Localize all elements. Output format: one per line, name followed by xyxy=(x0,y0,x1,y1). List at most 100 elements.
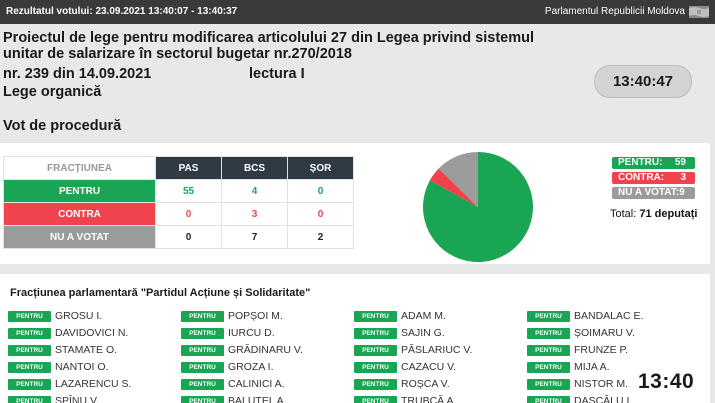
list-item: PENTRU ADAM M. xyxy=(354,310,446,322)
vote-badge: PENTRU xyxy=(8,395,51,403)
list-item: PENTRU ROȘCA V. xyxy=(354,378,450,390)
deputy-name: DAVIDOVICI N. xyxy=(55,327,129,340)
table-cell: 55 xyxy=(155,179,222,203)
vote-badge: PENTRU xyxy=(527,378,570,390)
list-item: PENTRU DAVIDOVICI N. xyxy=(8,327,128,339)
vote-badge: PENTRU xyxy=(8,310,51,322)
deputy-name: STAMATE O. xyxy=(55,344,118,357)
vote-badge: PENTRU xyxy=(8,378,51,390)
list-item: PENTRU TRUBCĂ A. xyxy=(354,395,456,403)
vote-badge: PENTRU xyxy=(527,344,570,356)
bill-number: nr. 239 din 14.09.2021 xyxy=(3,66,152,82)
pie-slice-contra xyxy=(429,168,478,207)
vote-badge: PENTRU xyxy=(181,378,224,390)
top-bar: Rezultatul votului: 23.09.2021 13:40:07 … xyxy=(0,0,715,24)
list-item: PENTRU IURCU D. xyxy=(181,327,275,339)
vote-badge: PENTRU xyxy=(181,395,224,403)
table-cell: 7 xyxy=(221,225,288,249)
legend-pentru: PENTRU: 59 xyxy=(612,157,695,169)
total-label: Total: xyxy=(610,208,637,220)
vote-badge: PENTRU xyxy=(527,361,570,373)
deputy-name: ȘOIMARU V. xyxy=(574,327,635,340)
legend-pentru-value: 59 xyxy=(674,157,686,168)
list-item: PENTRU DASCĂLU I. xyxy=(527,395,632,403)
legend-contra: CONTRA: 3 xyxy=(612,172,695,184)
legend-contra-value: 3 xyxy=(680,172,686,183)
vote-pie-chart xyxy=(423,152,533,262)
bill-meta: nr. 239 din 14.09.2021 lectura I xyxy=(3,66,305,82)
deputy-name: GROSU I. xyxy=(55,310,103,323)
row-label-contra: CONTRA xyxy=(3,202,156,226)
legend-nu-a-votat-value: 9 xyxy=(679,187,685,198)
current-time-clock: 13:40:47 xyxy=(594,65,692,98)
vote-badge: PENTRU xyxy=(181,310,224,322)
list-item: PENTRU POPȘOI M. xyxy=(181,310,283,322)
vote-section-title: Vot de procedură xyxy=(3,118,122,134)
deputy-name: NANTOI O. xyxy=(55,361,109,374)
vote-results-timestamp: Rezultatul votului: 23.09.2021 13:40:07 … xyxy=(6,6,238,17)
vote-legend: PENTRU: 59 CONTRA: 3 NU A VOTAT:9 Total:… xyxy=(610,157,697,220)
deputy-name: FRUNZE P. xyxy=(574,344,629,357)
column-header-sor: ȘOR xyxy=(287,156,354,180)
table-cell: 0 xyxy=(155,202,222,226)
deputy-name: CALINICI A. xyxy=(228,378,285,391)
deputy-name: NISTOR M. xyxy=(574,378,629,391)
vote-badge: PENTRU xyxy=(527,395,570,403)
vote-badge: PENTRU xyxy=(354,327,397,339)
vote-badge: PENTRU xyxy=(527,310,570,322)
list-item: PENTRU NISTOR M. xyxy=(527,378,628,390)
vote-badge: PENTRU xyxy=(354,361,397,373)
list-item: PENTRU CAZACU V. xyxy=(354,361,456,373)
list-item: PENTRU ȘOIMARU V. xyxy=(527,327,635,339)
list-item: PENTRU GROZA I. xyxy=(181,361,274,373)
table-cell: 3 xyxy=(221,202,288,226)
list-item: PENTRU SPÎNU V. xyxy=(8,395,99,403)
bill-reading: lectura I xyxy=(249,66,305,82)
table-cell: 2 xyxy=(287,225,354,249)
legend-nu-a-votat-label: NU A VOTAT: xyxy=(618,187,680,198)
list-item: PENTRU CALINICI A. xyxy=(181,378,285,390)
table-row: CONTRA 0 3 0 xyxy=(3,202,354,226)
list-item: PENTRU PĂSLARIUC V. xyxy=(354,344,472,356)
deputy-name: GRĂDINARU V. xyxy=(228,344,303,357)
vote-badge: PENTRU xyxy=(354,395,397,403)
list-item: PENTRU LAZARENCU S. xyxy=(8,378,131,390)
vote-badge: PENTRU xyxy=(181,361,224,373)
deputy-name: ADAM M. xyxy=(401,310,446,323)
vote-badge: PENTRU xyxy=(8,327,51,339)
faction-vote-table: FRACȚIUNEA PAS BCS ȘOR PENTRU 55 4 0 CON… xyxy=(3,156,354,249)
vote-results-panel: FRACȚIUNEA PAS BCS ȘOR PENTRU 55 4 0 CON… xyxy=(0,143,710,264)
legend-contra-label: CONTRA: xyxy=(618,172,665,183)
vote-badge: PENTRU xyxy=(527,327,570,339)
total-deputies: Total: 71 deputați xyxy=(610,208,697,220)
legend-nu-a-votat: NU A VOTAT:9 xyxy=(612,187,695,199)
deputy-name: MIJA A. xyxy=(574,361,610,374)
deputy-name: SPÎNU V. xyxy=(55,395,99,403)
table-row: NU A VOTAT 0 7 2 xyxy=(3,225,354,249)
deputy-name: CAZACU V. xyxy=(401,361,457,374)
list-item: PENTRU GROSU I. xyxy=(8,310,102,322)
vote-badge: PENTRU xyxy=(354,378,397,390)
bill-title: Proiectul de lege pentru modificarea art… xyxy=(3,30,534,62)
table-cell: 0 xyxy=(155,225,222,249)
vote-badge: PENTRU xyxy=(181,327,224,339)
legend-pentru-label: PENTRU: xyxy=(618,157,663,168)
deputy-name: LAZARENCU S. xyxy=(55,378,132,391)
faction-deputies-panel: Fracțiunea parlamentară "Partidul Acțiun… xyxy=(0,274,710,403)
column-header-pas: PAS xyxy=(155,156,222,180)
total-value: 71 deputați xyxy=(639,208,698,220)
faction-title: Fracțiunea parlamentară "Partidul Acțiun… xyxy=(10,287,311,299)
column-header-bcs: BCS xyxy=(221,156,288,180)
deputy-name: GROZA I. xyxy=(228,361,274,374)
list-item: PENTRU BANDALAC E. xyxy=(527,310,643,322)
vote-badge: PENTRU xyxy=(8,361,51,373)
deputy-name: ROȘCA V. xyxy=(401,378,450,391)
deputy-name: DASCĂLU I. xyxy=(574,395,633,403)
vote-badge: PENTRU xyxy=(8,344,51,356)
list-item: PENTRU MIJA A. xyxy=(527,361,610,373)
list-item: PENTRU STAMATE O. xyxy=(8,344,117,356)
deputy-name: TRUBCĂ A. xyxy=(401,395,457,403)
list-item: PENTRU FRUNZE P. xyxy=(527,344,628,356)
table-row: PENTRU 55 4 0 xyxy=(3,179,354,203)
vote-badge: PENTRU xyxy=(181,344,224,356)
